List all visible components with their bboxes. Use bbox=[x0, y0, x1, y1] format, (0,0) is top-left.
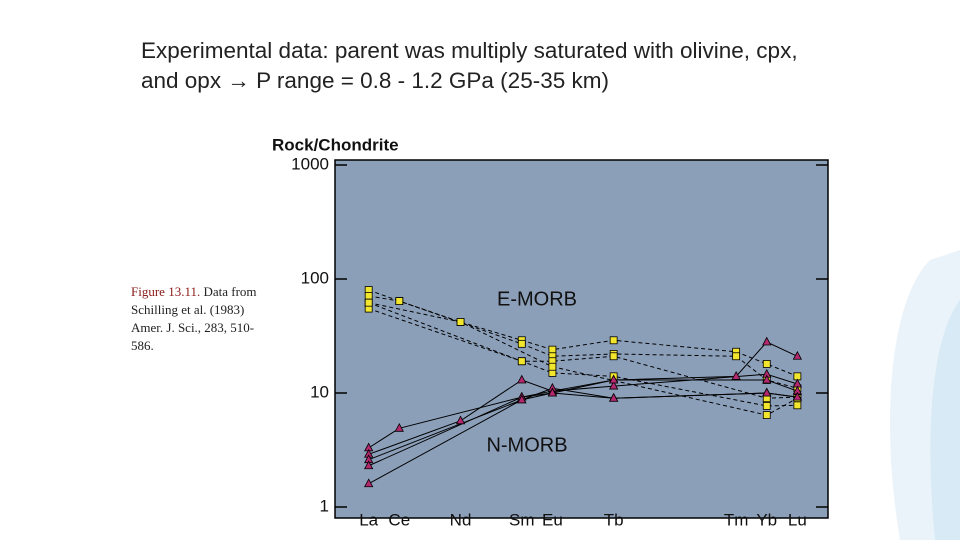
sample-marker bbox=[456, 318, 465, 326]
swoosh bbox=[930, 300, 960, 540]
sample-marker bbox=[547, 387, 558, 397]
y-tick-label: 1 bbox=[320, 496, 329, 515]
sample-marker bbox=[762, 374, 772, 384]
sample-marker bbox=[395, 297, 404, 305]
sample-marker bbox=[762, 387, 772, 397]
sample-marker bbox=[732, 352, 741, 361]
y-axis-label: Rock/Chondrite bbox=[272, 135, 399, 154]
sample-marker bbox=[608, 374, 619, 384]
y-tick-label: 10 bbox=[310, 382, 329, 401]
sample-marker bbox=[364, 460, 374, 470]
sample-marker bbox=[364, 478, 374, 488]
x-tick-label: Tb bbox=[604, 510, 624, 529]
sample-line bbox=[368, 379, 798, 467]
sample-marker bbox=[517, 394, 527, 404]
x-tick-label: Sm bbox=[509, 510, 535, 529]
sample-marker bbox=[793, 401, 802, 410]
x-tick-label: Nd bbox=[450, 510, 472, 529]
sample-line bbox=[368, 295, 798, 389]
sample-marker bbox=[548, 362, 557, 371]
sample-marker bbox=[762, 402, 771, 410]
sample-marker bbox=[609, 352, 618, 361]
sample-marker bbox=[517, 374, 527, 384]
sample-marker bbox=[762, 359, 771, 368]
sample-marker bbox=[792, 391, 803, 401]
sample-marker bbox=[548, 345, 557, 354]
sample-marker bbox=[608, 392, 619, 402]
sample-marker bbox=[364, 292, 373, 300]
sample-marker bbox=[762, 336, 772, 346]
group-label: E-MORB bbox=[497, 288, 577, 310]
sample-line bbox=[368, 308, 798, 407]
x-tick-label: La bbox=[359, 510, 378, 529]
sample-marker bbox=[609, 336, 618, 345]
caption-text: Data from Schilling et al. (1983) Amer. … bbox=[131, 284, 257, 353]
group-label: N-MORB bbox=[486, 434, 567, 456]
sample-marker bbox=[731, 370, 741, 380]
figure-caption: Figure 13.11. Data from Schilling et al.… bbox=[131, 283, 266, 355]
sample-marker bbox=[455, 415, 466, 425]
x-tick-label: Ce bbox=[388, 510, 410, 529]
sample-line bbox=[368, 289, 798, 377]
x-tick-label: Tm bbox=[724, 510, 749, 529]
y-tick-label: 1000 bbox=[291, 154, 329, 173]
sample-line bbox=[368, 302, 798, 399]
slide-title: Experimental data: parent was multiply s… bbox=[141, 38, 798, 93]
sample-marker bbox=[394, 422, 404, 432]
sample-line bbox=[368, 341, 798, 449]
x-tick-label: Eu bbox=[542, 510, 563, 529]
sample-marker bbox=[608, 380, 619, 390]
sample-marker bbox=[762, 411, 771, 419]
sample-marker bbox=[364, 298, 373, 307]
sample-marker bbox=[517, 339, 526, 348]
x-tick-label: Yb bbox=[756, 510, 777, 529]
y-tick-label: 100 bbox=[301, 268, 329, 287]
sample-marker bbox=[517, 357, 526, 366]
x-tick-label: Lu bbox=[788, 510, 807, 529]
caption-label: Figure 13.11. bbox=[131, 284, 201, 299]
sample-line bbox=[368, 392, 798, 485]
plot-area bbox=[334, 159, 829, 519]
sample-marker bbox=[792, 350, 803, 360]
